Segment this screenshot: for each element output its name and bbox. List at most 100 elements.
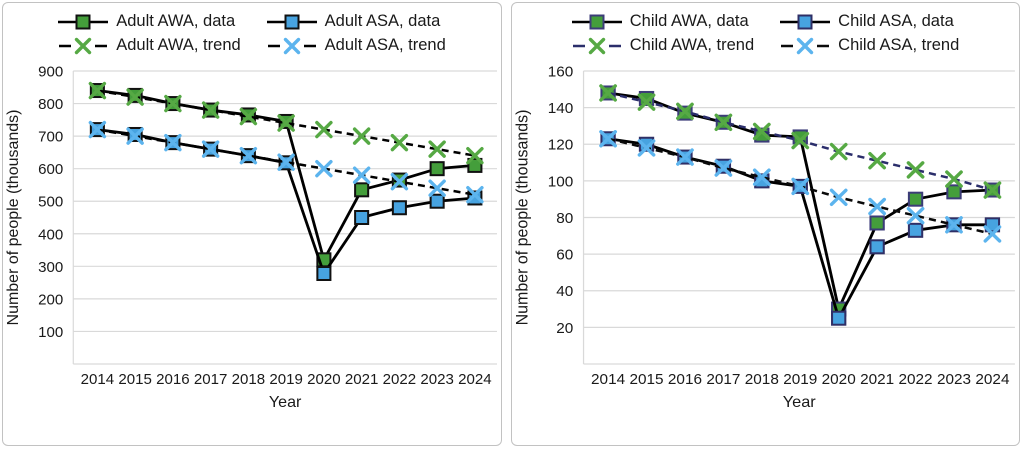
panel-child: Child AWA, data Child ASA, data Child AWA,… <box>511 2 1020 446</box>
marker-x-icon <box>277 153 295 171</box>
marker-square-icon <box>467 157 483 173</box>
legend-swatch-dash-x-icon <box>572 37 621 54</box>
series-child-asa-trend <box>599 130 1002 243</box>
legend-label: Adult ASA, data <box>324 12 441 30</box>
marker-x-icon <box>906 206 925 225</box>
legend-item-adult-asa-trend: Adult ASA, trend <box>267 36 446 55</box>
marker-x-icon <box>352 166 371 184</box>
svg-text:160: 160 <box>548 64 574 81</box>
marker-square-icon <box>391 200 407 216</box>
svg-text:2019: 2019 <box>269 371 302 388</box>
svg-text:140: 140 <box>548 100 574 117</box>
marker-x-icon <box>714 113 733 131</box>
svg-text:60: 60 <box>556 247 573 264</box>
marker-x-icon <box>466 146 484 165</box>
marker-x-icon <box>829 188 848 207</box>
marker-x-icon <box>714 159 733 177</box>
marker-x-icon <box>88 81 107 100</box>
marker-x-icon <box>390 172 409 191</box>
marker-x-icon <box>277 114 295 132</box>
svg-text:2022: 2022 <box>383 371 416 388</box>
legend-item-child-asa-trend: Child ASA, trend <box>780 36 959 55</box>
svg-text:2023: 2023 <box>937 371 971 388</box>
marker-square-icon <box>429 161 445 177</box>
y-axis-title: Number of people (thousands) <box>4 110 22 326</box>
marker-x-icon <box>315 120 333 139</box>
svg-text:40: 40 <box>556 283 573 300</box>
legend-adult: Adult AWA, data Adult ASA, data Adult AWA,… <box>3 10 501 58</box>
legend-label: Adult ASA, trend <box>324 36 446 54</box>
legend-item-adult-asa-data: Adult ASA, data <box>266 12 446 31</box>
svg-text:2017: 2017 <box>706 371 740 388</box>
svg-text:2024: 2024 <box>975 371 1009 388</box>
marker-square-icon <box>946 184 962 200</box>
chart-child: 20 40 60 80 100 120 140 160 2014 2015 2016 2017 2018… <box>513 64 1015 411</box>
marker-x-icon <box>829 142 848 161</box>
svg-text:2016: 2016 <box>668 371 702 388</box>
chart-adult: 100 200 300 400 500 600 700 800 900 2014 2015 2016 2… <box>4 64 497 411</box>
legend-label: Adult AWA, trend <box>116 36 241 54</box>
series-adult-awa-trend <box>88 81 484 165</box>
marker-x-icon <box>352 127 371 145</box>
marker-x-icon <box>906 161 925 179</box>
legend-item-adult-awa-data: Adult AWA, data <box>58 12 240 31</box>
panel-adult: Adult AWA, data Adult ASA, data Adult AWA,… <box>2 2 502 446</box>
svg-text:2016: 2016 <box>156 371 189 388</box>
marker-square-icon <box>792 129 808 145</box>
legend-child: Child AWA, data Child ASA, data Child AWA,… <box>512 10 1019 58</box>
legend-swatch-dash-x-icon <box>781 37 830 54</box>
series-adult-awa-data <box>89 83 483 268</box>
svg-text:2022: 2022 <box>899 371 933 388</box>
marker-x-icon <box>88 120 107 139</box>
marker-square-icon <box>984 217 1001 233</box>
marker-x-icon <box>637 139 656 157</box>
gridlines <box>72 70 497 365</box>
marker-x-icon <box>791 177 810 196</box>
marker-square-icon <box>831 310 847 326</box>
marker-square-icon <box>869 239 885 255</box>
series-child-awa-data <box>600 85 1001 317</box>
marker-square-icon <box>429 193 445 209</box>
svg-text:500: 500 <box>38 194 63 211</box>
marker-x-icon <box>983 225 1002 243</box>
marker-x-icon <box>791 131 810 150</box>
legend-swatch-line-square-icon <box>571 14 622 29</box>
legend-label: Child AWA, trend <box>629 36 755 54</box>
svg-text:2018: 2018 <box>745 371 779 388</box>
marker-x-icon <box>868 152 887 170</box>
svg-text:200: 200 <box>38 291 63 308</box>
marker-square-icon <box>354 182 370 198</box>
marker-x-icon <box>239 146 258 165</box>
marker-square-icon <box>354 210 370 225</box>
svg-text:2015: 2015 <box>118 371 151 388</box>
series-child-asa-data <box>600 131 1001 326</box>
marker-x-icon <box>599 84 617 102</box>
marker-x-icon <box>868 197 887 216</box>
legend-label: Child ASA, trend <box>838 36 960 54</box>
marker-x-icon <box>126 127 144 145</box>
marker-x-icon <box>315 159 333 178</box>
svg-text:2014: 2014 <box>81 371 114 388</box>
legend-item-adult-awa-trend: Adult AWA, trend <box>58 36 241 55</box>
marker-x-icon <box>164 94 182 113</box>
legend-swatch-line-square-icon <box>58 14 109 29</box>
legend-item-child-awa-data: Child AWA, data <box>571 12 754 31</box>
marker-x-icon <box>676 148 694 166</box>
svg-text:2017: 2017 <box>194 371 227 388</box>
svg-text:2021: 2021 <box>860 371 894 388</box>
y-axis-tick-labels: 100 200 300 400 500 600 700 800 900 <box>38 64 63 341</box>
svg-text:20: 20 <box>556 320 573 337</box>
legend-swatch-dash-x-icon <box>59 37 108 54</box>
series-adult-asa-trend <box>88 120 484 204</box>
y-axis-title: Number of people (thousands) <box>513 110 531 326</box>
svg-text:2014: 2014 <box>591 371 625 388</box>
svg-text:2023: 2023 <box>420 371 453 388</box>
marker-x-icon <box>599 130 617 148</box>
legend-swatch-line-square-icon <box>266 14 317 29</box>
svg-text:100: 100 <box>38 324 63 341</box>
marker-square-icon <box>907 191 924 207</box>
marker-x-icon <box>752 168 771 186</box>
series-child-awa-trend <box>599 84 1002 199</box>
marker-x-icon <box>201 140 220 158</box>
